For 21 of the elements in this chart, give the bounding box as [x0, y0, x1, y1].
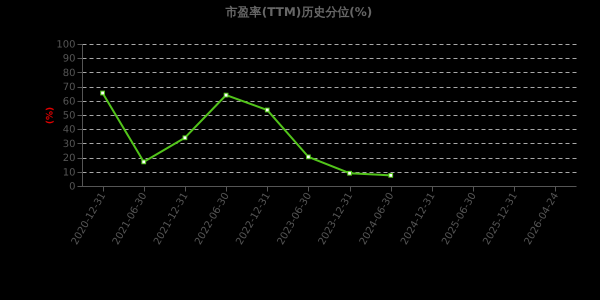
- point: [388, 172, 394, 178]
- point: [264, 108, 270, 112]
- y-tick-label: 90: [62, 54, 76, 65]
- point: [224, 92, 228, 98]
- y-tick-label: 60: [62, 96, 76, 108]
- y-axis-title: (%): [45, 106, 56, 124]
- point: [100, 90, 105, 96]
- y-tick-label: 50: [62, 110, 76, 122]
- y-tick-label: 100: [56, 40, 76, 50]
- y-tick-label: 80: [62, 68, 76, 79]
- point: [306, 154, 311, 160]
- y-tick-label: 30: [62, 138, 76, 150]
- y-tick-label: 20: [62, 153, 76, 164]
- y-tick-label: 10: [62, 167, 76, 178]
- point: [347, 170, 352, 176]
- y-tick-label: 40: [62, 124, 76, 136]
- chart-title: 市盈率(TTM)历史分位(%): [224, 5, 372, 19]
- y-tick-label: 70: [62, 82, 76, 94]
- point: [141, 159, 146, 164]
- y-tick-label: 0: [69, 182, 76, 192]
- point: [182, 135, 188, 140]
